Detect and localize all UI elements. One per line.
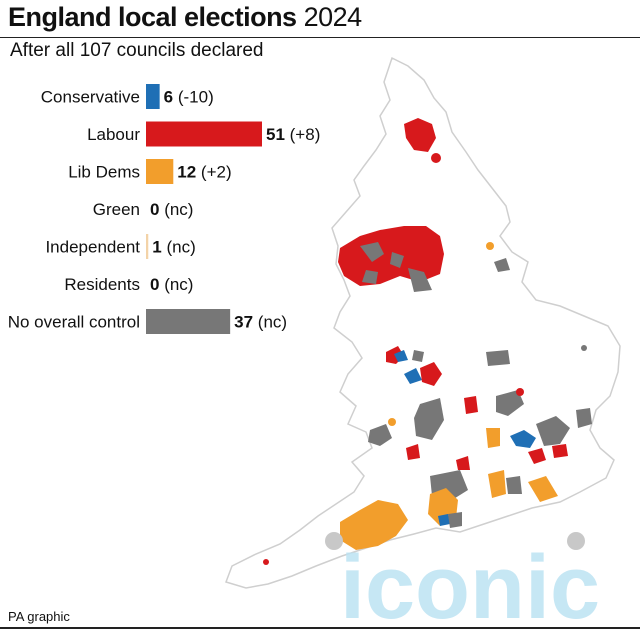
council-east-1	[486, 350, 510, 366]
council-kent	[576, 408, 592, 428]
value-label-labour: 51 (+8)	[266, 125, 320, 144]
party-label-conservative: Conservative	[41, 88, 140, 107]
council-london-3	[536, 416, 570, 446]
party-label-no-overall-control: No overall control	[8, 313, 140, 332]
council-hull	[486, 242, 494, 250]
chart-title: England local elections 2024	[8, 2, 362, 33]
bar-no-overall-control	[146, 309, 231, 334]
watermark: iconic	[340, 538, 600, 631]
council-southampton	[438, 514, 450, 526]
value-label-residents: 0 (nc)	[150, 275, 193, 294]
council-east-6	[581, 345, 587, 351]
value-label-no-overall-control: 37 (nc)	[234, 313, 287, 332]
council-east-2	[414, 398, 444, 440]
watermark-dot-1	[325, 532, 343, 550]
council-east-4	[496, 390, 524, 416]
council-south-2	[456, 456, 470, 470]
chart-subtitle: After all 107 councils declared	[10, 40, 264, 61]
council-sunderland	[431, 153, 441, 163]
council-london-5	[552, 444, 568, 458]
council-tyneside	[404, 118, 436, 152]
value-label-lib-dems: 12 (+2)	[177, 163, 231, 182]
title-main: England local elections	[8, 2, 297, 32]
council-south-3	[488, 470, 506, 498]
bar-lib-dems	[146, 159, 174, 184]
england-outline	[225, 56, 621, 589]
council-east-3	[464, 396, 478, 414]
title-year: 2024	[303, 2, 363, 32]
value-label-independent: 1 (nc)	[152, 238, 195, 257]
watermark-dot-2	[567, 532, 585, 550]
council-east-5	[516, 388, 524, 396]
party-label-green: Green	[93, 200, 140, 219]
council-london-1	[510, 430, 536, 448]
value-label-green: 0 (nc)	[150, 200, 193, 219]
council-south-6	[448, 512, 462, 528]
council-south-5	[528, 476, 558, 502]
council-london-4	[528, 448, 546, 464]
council-north-lincs	[494, 258, 510, 272]
bar-labour	[146, 121, 262, 147]
council-midlands-3	[404, 368, 422, 384]
bar-chart: Conservative 6 (-10) Labour 51 (+8) Lib Dems…	[8, 84, 320, 334]
council-midlands-4	[420, 362, 442, 386]
council-south-4	[506, 476, 522, 494]
source-credit: PA graphic	[8, 609, 70, 624]
council-london-2	[486, 428, 500, 448]
council-north-west-noc	[360, 242, 432, 292]
party-label-labour: Labour	[87, 125, 140, 144]
bar-conservative	[146, 84, 160, 109]
bar-independent	[146, 234, 149, 259]
council-southwest-noc	[368, 424, 392, 446]
council-gloucester	[388, 418, 396, 426]
council-areas	[263, 118, 592, 565]
council-midlands-2	[394, 350, 408, 362]
value-label-conservative: 6 (-10)	[164, 88, 214, 107]
council-plymouth	[263, 559, 269, 565]
party-label-independent: Independent	[45, 238, 140, 257]
council-bristol	[406, 444, 420, 460]
title-rule	[0, 37, 640, 38]
england-map	[225, 56, 621, 589]
party-label-lib-dems: Lib Dems	[68, 163, 140, 182]
council-midlands-5	[412, 350, 424, 362]
party-label-residents: Residents	[64, 275, 140, 294]
bottom-rule	[0, 627, 640, 629]
council-dorset	[340, 500, 408, 550]
